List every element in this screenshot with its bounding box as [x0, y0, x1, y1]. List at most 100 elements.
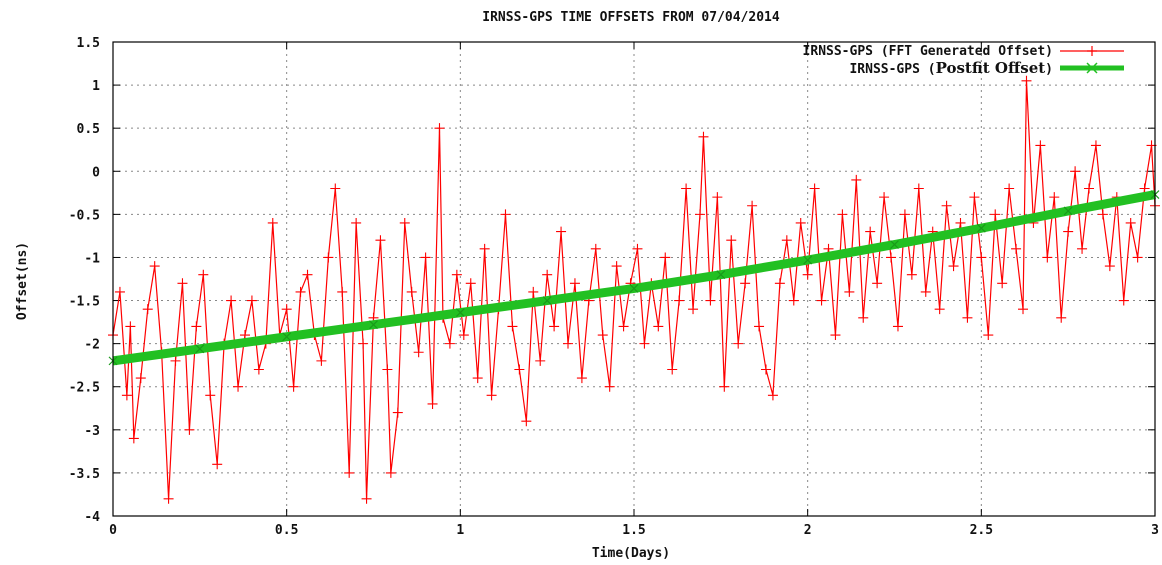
data-point-fft — [899, 209, 910, 220]
data-point-fft — [500, 209, 511, 220]
data-point-fft — [382, 364, 393, 375]
data-point-fft — [392, 407, 403, 418]
data-point-fft — [726, 235, 737, 246]
data-point-fft — [872, 278, 883, 289]
y-tick-label: -1.5 — [69, 295, 100, 310]
data-point-fft — [198, 269, 209, 280]
data-point-fft — [712, 192, 723, 203]
legend-label-postfit: IRNSS-GPS (Postfit Offset) — [849, 59, 1053, 77]
data-point-fft — [1125, 217, 1136, 228]
data-point-fft — [295, 286, 306, 297]
data-point-fft — [361, 493, 372, 504]
data-point-fft — [358, 338, 369, 349]
data-point-fft — [1049, 192, 1060, 203]
x-tick-label: 1 — [456, 523, 464, 538]
data-point-fft — [1132, 252, 1143, 263]
data-point-fft — [1118, 295, 1129, 306]
legend-marker-postfit — [1086, 62, 1098, 74]
x-ticks: 0 0.5 1 1.5 2 2.5 3 — [109, 42, 1159, 538]
data-point-fft — [1063, 226, 1074, 237]
data-point-fft — [330, 183, 341, 194]
data-point-postfit — [282, 332, 292, 342]
data-point-fft — [351, 217, 362, 228]
data-point-fft — [191, 321, 202, 332]
data-point-fft — [114, 286, 125, 297]
data-point-fft — [1104, 261, 1115, 272]
plot-frame — [112, 41, 1156, 517]
data-point-fft — [226, 295, 237, 306]
data-point-fft — [125, 321, 136, 332]
data-point-fft — [830, 330, 841, 341]
data-point-fft — [1042, 252, 1053, 263]
data-point-fft — [913, 183, 924, 194]
data-point-fft — [399, 217, 410, 228]
data-point-postfit — [716, 270, 726, 280]
data-point-fft — [1056, 312, 1067, 323]
data-point-fft — [611, 261, 622, 272]
x-tick-label: 3 — [1151, 523, 1159, 538]
data-point-fft — [597, 330, 608, 341]
data-point-fft — [184, 424, 195, 435]
legend-postfit-prefix: IRNSS-GPS ( — [849, 62, 935, 77]
data-point-fft — [177, 278, 188, 289]
data-point-fft — [121, 390, 132, 401]
data-point-fft — [920, 286, 931, 297]
data-point-fft — [754, 321, 765, 332]
data-point-fft — [733, 338, 744, 349]
data-point-fft — [267, 217, 278, 228]
data-point-fft — [879, 192, 890, 203]
data-point-fft — [163, 493, 174, 504]
data-point-fft — [653, 321, 664, 332]
data-point-fft — [528, 286, 539, 297]
data-point-fft — [590, 243, 601, 254]
data-point-postfit — [976, 223, 986, 233]
data-point-fft — [802, 269, 813, 280]
data-point-fft — [969, 192, 980, 203]
data-point-fft — [1090, 140, 1101, 151]
data-point-fft — [479, 243, 490, 254]
data-point-postfit — [542, 296, 552, 305]
data-point-fft — [962, 312, 973, 323]
data-point-fft — [337, 286, 348, 297]
y-tick-label: 1 — [92, 79, 100, 94]
x-tick-label: 2 — [804, 523, 812, 538]
data-point-fft — [444, 338, 455, 349]
data-point-fft — [674, 295, 685, 306]
data-point-fft — [128, 433, 139, 444]
data-point-postfit — [195, 344, 205, 354]
chart-title: IRNSS-GPS TIME OFFSETS FROM 07/04/2014 — [482, 10, 780, 25]
data-point-fft — [205, 390, 216, 401]
data-point-fft — [809, 183, 820, 194]
y-tick-label: 0 — [92, 165, 100, 180]
data-point-postfit — [629, 284, 639, 293]
data-point-fft — [1097, 209, 1108, 220]
data-point-fft — [604, 381, 615, 392]
data-point-fft — [465, 278, 476, 289]
data-point-fft — [983, 330, 994, 341]
data-point-fft — [535, 355, 546, 366]
y-tick-label: 1.5 — [77, 36, 100, 51]
data-point-fft — [1084, 183, 1095, 194]
y-tick-label: -2.5 — [69, 381, 100, 396]
data-point-fft — [788, 295, 799, 306]
data-point-fft — [681, 183, 692, 194]
data-point-fft — [233, 381, 244, 392]
legend-marker-fft — [1087, 46, 1097, 56]
data-point-fft — [1021, 75, 1032, 86]
data-point-fft — [639, 338, 650, 349]
data-point-fft — [941, 200, 952, 211]
data-point-fft — [976, 252, 987, 263]
data-point-postfit — [369, 320, 378, 330]
legend: IRNSS-GPS (FFT Generated Offset) IRNSS-G… — [803, 44, 1124, 77]
data-point-fft — [142, 304, 153, 315]
data-point-fft — [767, 390, 778, 401]
data-point-fft — [406, 286, 417, 297]
data-point-fft — [149, 261, 160, 272]
data-point-fft — [990, 209, 1001, 220]
data-point-fft — [281, 304, 292, 315]
data-point-fft — [837, 209, 848, 220]
data-point-postfit — [455, 308, 465, 318]
data-point-fft — [1035, 140, 1046, 151]
data-point-fft — [472, 373, 483, 384]
data-point-postfit — [890, 240, 899, 249]
